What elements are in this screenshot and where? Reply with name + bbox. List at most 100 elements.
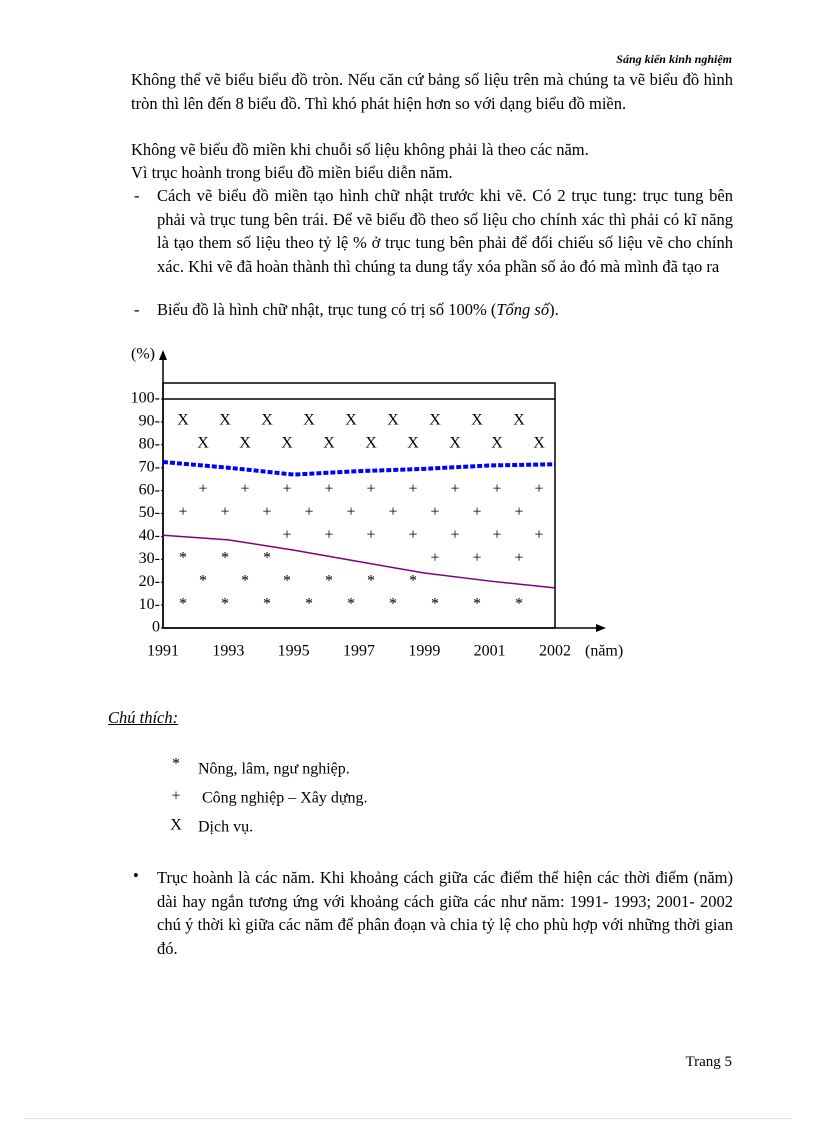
fill-symbol: * [241, 573, 249, 590]
fill-symbol: * [515, 596, 523, 613]
fill-symbol: X [197, 435, 209, 452]
fill-symbol: X [365, 435, 377, 452]
paragraph: Không thể vẽ biểu biểu đồ tròn. Nếu căn … [131, 70, 733, 113]
x-tick-label: 1999 [408, 643, 440, 660]
fill-symbol: + [324, 527, 333, 544]
fill-symbol: + [366, 481, 375, 498]
fill-symbol: * [263, 596, 271, 613]
header: Sáng kiến kinh nghiệm [616, 52, 732, 66]
fill-symbol: X [303, 412, 315, 429]
y-tick-label: 10- [139, 596, 160, 613]
fill-symbol: X [219, 412, 231, 429]
fill-symbol: * [305, 596, 313, 613]
fill-symbol: * [179, 550, 187, 567]
fill-symbol: * [473, 596, 481, 613]
list-item: Cách vẽ biểu đồ miền tạo hình chữ nhật t… [157, 186, 733, 276]
fill-symbol: * [199, 573, 207, 590]
fill-symbol: + [240, 481, 249, 498]
y-tick-label: 70- [139, 458, 160, 475]
fill-symbol: + [282, 527, 291, 544]
paragraph: Không vẽ biểu đồ miền khi chuỗi số liệu … [131, 140, 589, 159]
x-axis-label: (năm) [585, 643, 623, 660]
x-arrow [596, 624, 606, 632]
y-arrow [159, 350, 167, 360]
x-tick-label: 2002 [539, 643, 571, 660]
fill-symbol: * [221, 550, 229, 567]
fill-symbol: + [472, 504, 481, 521]
fill-symbol: + [324, 481, 333, 498]
x-tick-label: 1993 [212, 643, 244, 660]
y-axis-label: (%) [131, 346, 155, 363]
series-boundary [162, 534, 556, 589]
fill-symbol: X [429, 412, 441, 429]
list-item: Biểu đồ là hình chữ nhật, trục tung có t… [157, 298, 733, 322]
y-tick-label: 60- [139, 481, 160, 498]
fill-symbol: + [450, 481, 459, 498]
fill-symbol: + [430, 504, 439, 521]
fill-symbol: + [514, 504, 523, 521]
fill-symbol: X [407, 435, 419, 452]
fill-symbol: X [513, 412, 525, 429]
fill-symbol: X [323, 435, 335, 452]
fill-symbol: * [367, 573, 375, 590]
legend-label: Công nghiệp – Xây dựng. [202, 790, 368, 807]
fill-symbol: * [431, 596, 439, 613]
fill-symbol: + [388, 504, 397, 521]
fill-symbol: X [387, 412, 399, 429]
italic-text: Tổng số [496, 300, 550, 319]
y-tick-label: 50- [139, 504, 160, 521]
fill-symbol: + [304, 504, 313, 521]
y-tick-label: 0 [152, 619, 160, 636]
fill-symbol: X [177, 412, 189, 429]
fill-symbol: + [262, 504, 271, 521]
fill-symbol: X [239, 435, 251, 452]
fill-symbol: * [263, 550, 271, 567]
fill-symbol: + [430, 550, 439, 567]
x-tick-label: 2001 [474, 643, 506, 660]
fill-symbol: * [325, 573, 333, 590]
fill-symbol: * [283, 573, 291, 590]
footer: Trang 5 [685, 1054, 732, 1070]
y-tick-label: 80- [139, 435, 160, 452]
fill-symbol: + [534, 481, 543, 498]
fill-symbol: + [220, 504, 229, 521]
fill-symbol: + [492, 527, 501, 544]
fill-symbol: + [472, 550, 481, 567]
fill-symbol: + [408, 527, 417, 544]
fill-symbol: + [534, 527, 543, 544]
fill-symbol: X [449, 435, 461, 452]
fill-symbol: + [514, 550, 523, 567]
y-tick-label: 90- [139, 413, 160, 430]
x-tick-label: 1991 [147, 643, 179, 660]
fill-symbol: + [346, 504, 355, 521]
text: ). [549, 300, 559, 319]
fill-symbol: * [409, 573, 417, 590]
legend-label: Dịch vụ. [198, 819, 253, 836]
bullet-marker: • [133, 866, 139, 885]
text: Biểu đồ là hình chữ nhật, trục tung có t… [157, 300, 497, 319]
fill-symbol: * [347, 596, 355, 613]
fill-symbol: + [282, 481, 291, 498]
legend-symbol: * [172, 756, 180, 773]
x-tick-label: 1995 [278, 643, 310, 660]
fill-symbol: X [261, 412, 273, 429]
list-marker: - [134, 300, 140, 319]
fill-symbol: X [471, 412, 483, 429]
paragraph: Vì trục hoành trong biểu đồ miền biểu di… [131, 163, 453, 182]
fill-symbol: + [492, 481, 501, 498]
y-tick-label: 20- [139, 573, 160, 590]
bullet-item: Trục hoành là các năm. Khi khoảng cách g… [157, 868, 733, 958]
fill-symbol: + [178, 504, 187, 521]
legend-symbol: X [170, 817, 182, 834]
fill-symbol: X [281, 435, 293, 452]
fill-symbol: + [366, 527, 375, 544]
fill-symbol: X [533, 435, 545, 452]
fill-symbol: X [345, 412, 357, 429]
y-tick-label: 100- [131, 390, 160, 407]
y-tick-label: 30- [139, 550, 160, 567]
series-boundary [162, 460, 556, 477]
legend-title: Chú thích: [108, 708, 179, 727]
fill-symbol: * [389, 596, 397, 613]
